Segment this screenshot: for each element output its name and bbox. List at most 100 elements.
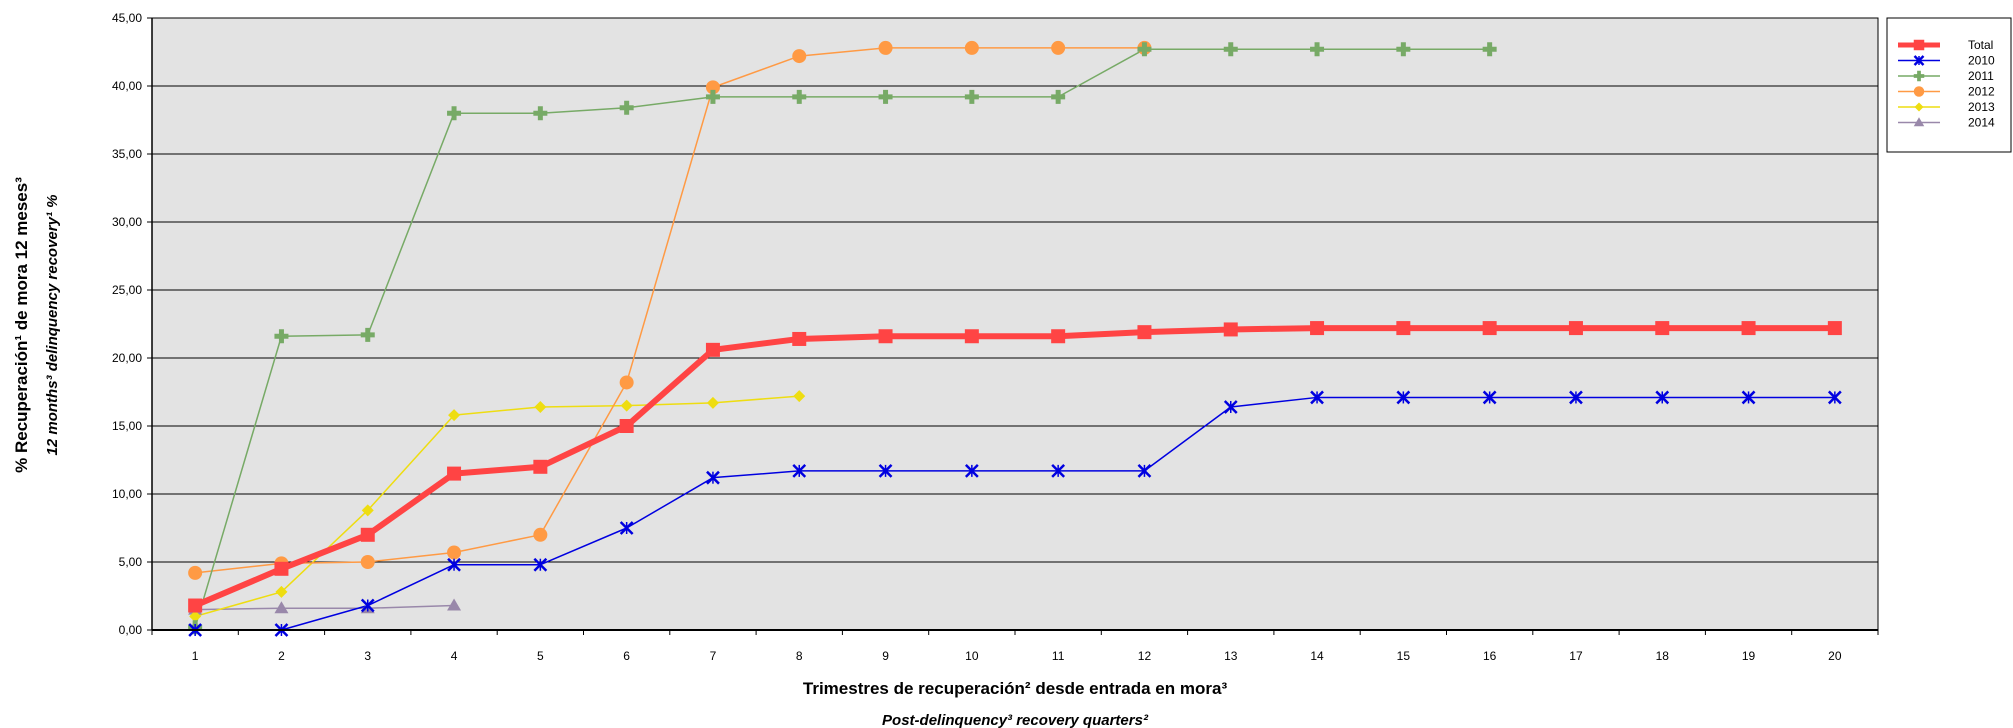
x-tick-label: 7	[710, 649, 717, 663]
data-point-2010	[1223, 400, 1238, 414]
data-point-2012	[1051, 40, 1066, 55]
legend-label: 2011	[1968, 69, 1994, 83]
x-axis-ticks: 1 2 3 4 5 6 7 8 9 10 11 12 13 14 15 16 17 18 19 20	[151, 630, 1879, 663]
x-tick-label: 9	[882, 649, 889, 663]
data-point-2010	[1655, 390, 1670, 405]
series-lines	[193, 47, 1835, 631]
x-tick-label: 17	[1569, 649, 1583, 663]
data-point-2013	[706, 396, 719, 409]
data-point-2011	[964, 89, 979, 104]
legend-label: 2014	[1968, 116, 1995, 130]
data-point-2013	[448, 409, 461, 422]
data-point-2011	[619, 100, 634, 115]
y-tick-label: 5,00	[119, 555, 143, 569]
legend-item-2013: 2013	[1898, 100, 1995, 114]
data-point-2012	[964, 40, 979, 55]
data-point-2011	[1137, 42, 1152, 57]
data-point-2012	[447, 545, 462, 560]
series-line-2010	[195, 396, 1835, 631]
data-point-2010	[1827, 390, 1842, 405]
data-point-2012	[705, 80, 720, 95]
x-tick-label: 13	[1224, 649, 1238, 663]
series-line-2014	[195, 604, 455, 611]
y-tick-label: 45,00	[112, 11, 142, 25]
data-point-2011	[705, 89, 720, 104]
data-point-2013	[189, 610, 202, 623]
data-point-total	[1310, 321, 1325, 336]
series-markers	[188, 40, 1842, 637]
data-point-2012	[360, 555, 375, 569]
data-point-2010	[964, 463, 979, 478]
gridlines	[152, 17, 1878, 563]
legend-label: 2010	[1968, 54, 1995, 68]
x-tick-label: 19	[1742, 649, 1756, 663]
data-point-2011	[533, 106, 548, 121]
data-point-2010	[1569, 390, 1583, 405]
legend-swatch-marker	[1913, 39, 1925, 51]
data-point-total	[188, 598, 203, 613]
legend-label: Total	[1968, 38, 1993, 52]
legend-label: 2012	[1968, 85, 1995, 99]
data-point-2013	[275, 585, 288, 598]
y-axis-title: % Recuperación¹ de mora 12 meses³	[12, 177, 31, 473]
data-point-2011	[1482, 42, 1497, 57]
data-point-total	[878, 329, 893, 344]
x-tick-label: 14	[1310, 649, 1324, 663]
data-point-2010	[1137, 463, 1152, 478]
data-point-2014	[274, 601, 289, 614]
plot-area	[151, 17, 1879, 631]
series-line-2013	[194, 395, 800, 618]
y-axis-subtitle: 12 months³ delinquency recovery¹ %	[44, 195, 61, 456]
x-tick-label: 8	[796, 649, 803, 663]
legend-item-2012: 2012	[1898, 85, 1995, 99]
data-point-total	[1741, 321, 1756, 336]
legend-swatch-marker	[1913, 55, 1925, 66]
data-point-2012	[878, 40, 893, 55]
y-tick-label: 0,00	[119, 623, 143, 637]
data-point-2011	[1051, 89, 1066, 104]
y-tick-label: 10,00	[112, 487, 142, 501]
legend-item-2010: 2010	[1898, 54, 1995, 68]
legend-swatch-marker	[1913, 117, 1925, 127]
data-point-total	[964, 329, 979, 344]
x-tick-label: 11	[1052, 649, 1065, 663]
data-point-2014	[447, 598, 462, 611]
data-point-2010	[1396, 390, 1411, 405]
x-tick-label: 16	[1483, 649, 1497, 663]
data-point-2011	[1396, 42, 1411, 57]
legend-item-2011: 2011	[1898, 69, 1994, 83]
data-point-total	[705, 342, 720, 357]
data-point-total	[274, 561, 289, 576]
data-point-2012	[619, 375, 634, 390]
data-point-total	[447, 466, 462, 481]
x-tick-label: 5	[537, 649, 544, 663]
data-point-total	[1051, 329, 1066, 344]
x-tick-label: 15	[1397, 649, 1411, 663]
data-point-total	[1482, 321, 1497, 336]
data-point-2010	[706, 470, 720, 485]
legend-item-2014: 2014	[1898, 116, 1995, 130]
data-point-total	[1568, 321, 1583, 336]
data-point-total	[792, 331, 807, 346]
data-point-2010	[1741, 390, 1756, 405]
x-axis-subtitle: Post-delinquency³ recovery quarters²	[882, 712, 1149, 728]
data-point-2013	[620, 399, 633, 412]
data-point-2012	[188, 565, 203, 580]
x-tick-label: 1	[192, 649, 199, 663]
legend-box	[1886, 17, 2012, 153]
data-point-total	[1396, 321, 1411, 336]
legend-swatch-marker	[1913, 70, 1925, 82]
data-point-total	[533, 459, 548, 474]
data-point-2010	[533, 557, 548, 572]
legend-swatch-marker	[1913, 86, 1925, 97]
data-point-total	[360, 527, 375, 542]
data-point-2013	[534, 400, 547, 413]
x-tick-label: 20	[1828, 649, 1842, 663]
data-point-total	[1827, 321, 1842, 336]
data-point-2012	[533, 527, 548, 542]
series-line-total	[193, 325, 1835, 609]
data-point-2011	[1310, 42, 1325, 57]
data-point-total	[1137, 325, 1152, 340]
